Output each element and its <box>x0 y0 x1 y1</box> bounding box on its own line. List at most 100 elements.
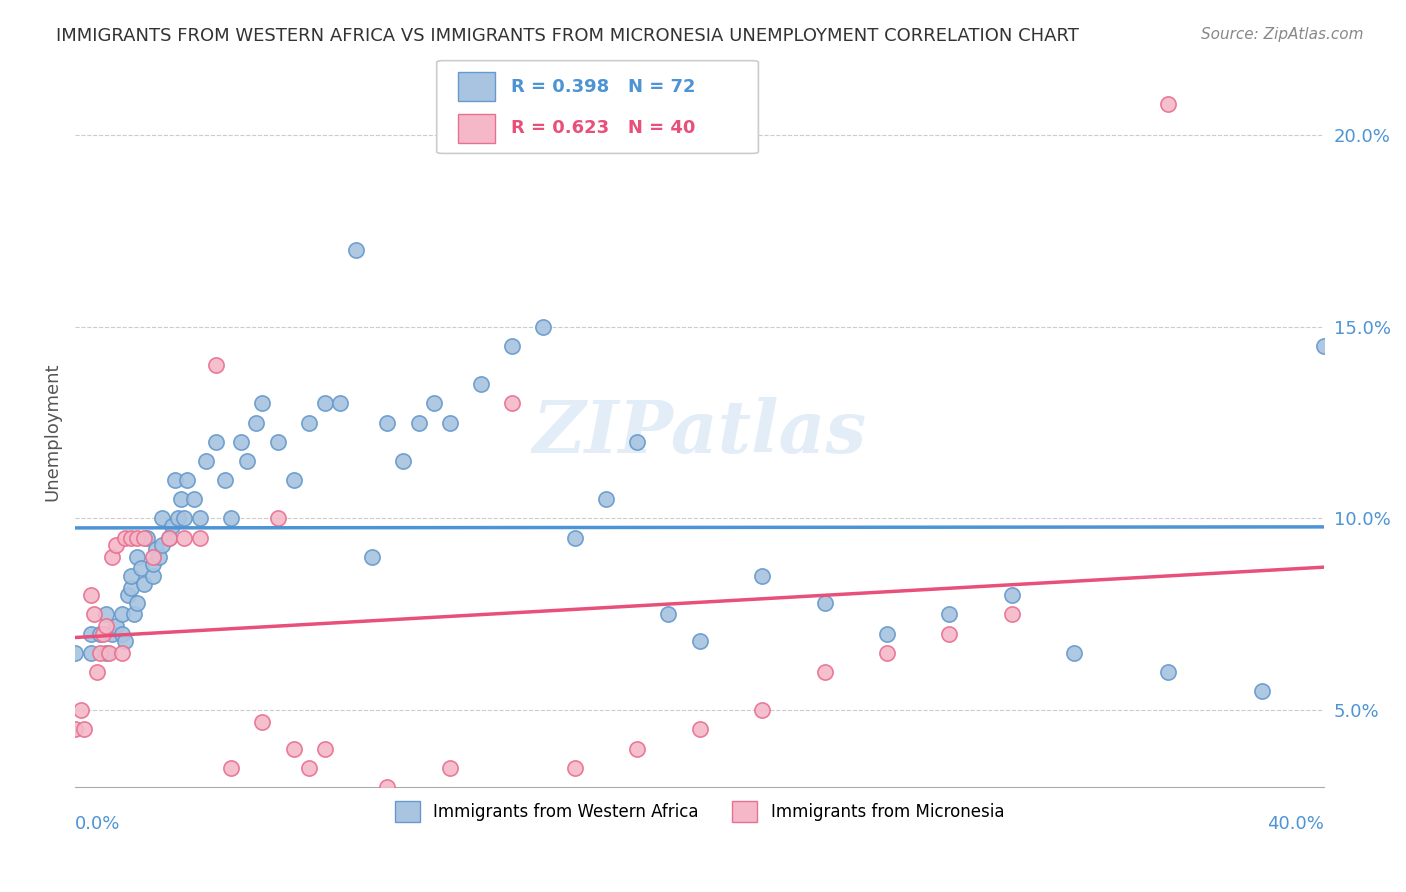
Point <box>132 576 155 591</box>
Point <box>83 607 105 622</box>
Point <box>298 416 321 430</box>
Point <box>1001 588 1024 602</box>
Point <box>63 646 86 660</box>
Point <box>114 634 136 648</box>
Point <box>470 377 492 392</box>
Point <box>127 596 149 610</box>
Point <box>252 714 274 729</box>
Point <box>98 646 121 660</box>
FancyBboxPatch shape <box>437 61 758 153</box>
Bar <box>458 72 495 101</box>
Point <box>751 703 773 717</box>
Text: Source: ZipAtlas.com: Source: ZipAtlas.com <box>1201 27 1364 42</box>
Point <box>114 531 136 545</box>
Point <box>375 416 398 430</box>
Point <box>145 542 167 557</box>
Point <box>360 549 382 564</box>
Point <box>501 396 523 410</box>
Point <box>689 634 711 648</box>
Point <box>392 454 415 468</box>
Point <box>167 511 190 525</box>
Point <box>564 761 586 775</box>
Point <box>148 549 170 564</box>
Text: IMMIGRANTS FROM WESTERN AFRICA VS IMMIGRANTS FROM MICRONESIA UNEMPLOYMENT CORREL: IMMIGRANTS FROM WESTERN AFRICA VS IMMIGR… <box>56 27 1080 45</box>
Point <box>1250 684 1272 698</box>
Point <box>938 607 960 622</box>
Point <box>564 531 586 545</box>
Point <box>314 396 336 410</box>
Point <box>111 646 134 660</box>
Point <box>152 538 174 552</box>
Point <box>813 665 835 679</box>
Point <box>96 607 118 622</box>
Point <box>1313 339 1336 353</box>
Text: R = 0.398   N = 72: R = 0.398 N = 72 <box>510 78 696 95</box>
Point <box>160 519 183 533</box>
Point <box>876 626 898 640</box>
Point <box>298 761 321 775</box>
Point <box>157 531 180 545</box>
Text: ZIPatlas: ZIPatlas <box>533 397 866 467</box>
Point <box>214 473 236 487</box>
Point <box>751 569 773 583</box>
Point <box>135 531 157 545</box>
Point <box>219 511 242 525</box>
Point <box>127 531 149 545</box>
Point <box>267 511 290 525</box>
Point <box>252 396 274 410</box>
Point <box>120 581 142 595</box>
Legend: Immigrants from Western Africa, Immigrants from Micronesia: Immigrants from Western Africa, Immigran… <box>388 795 1011 829</box>
Point <box>142 549 165 564</box>
Point <box>314 741 336 756</box>
Point <box>70 703 93 717</box>
Point <box>533 319 555 334</box>
Point <box>1157 665 1180 679</box>
Point <box>120 569 142 583</box>
Point <box>439 416 461 430</box>
Point <box>101 626 124 640</box>
Point <box>626 741 648 756</box>
Point <box>79 646 101 660</box>
Point <box>236 454 259 468</box>
Point <box>73 723 96 737</box>
Point <box>344 243 367 257</box>
Text: 0.0%: 0.0% <box>75 815 121 833</box>
Point <box>219 761 242 775</box>
Point <box>188 531 211 545</box>
Point <box>104 619 127 633</box>
Point <box>689 723 711 737</box>
Point <box>173 531 195 545</box>
Point <box>124 607 146 622</box>
Point <box>626 434 648 449</box>
Point <box>876 646 898 660</box>
Point <box>120 531 142 545</box>
Point <box>657 607 679 622</box>
Point <box>195 454 218 468</box>
Point <box>142 558 165 572</box>
Bar <box>458 114 495 143</box>
Point <box>129 561 152 575</box>
Point <box>245 416 267 430</box>
Point <box>439 761 461 775</box>
Point <box>63 723 86 737</box>
Point <box>204 434 226 449</box>
Point <box>111 607 134 622</box>
Point <box>89 646 111 660</box>
Point <box>595 492 617 507</box>
Point <box>163 473 186 487</box>
Point <box>91 626 114 640</box>
Point <box>79 588 101 602</box>
Point <box>127 549 149 564</box>
Point <box>329 396 352 410</box>
Text: 40.0%: 40.0% <box>1267 815 1324 833</box>
Point <box>176 473 198 487</box>
Point <box>170 492 193 507</box>
Y-axis label: Unemployment: Unemployment <box>44 363 60 501</box>
Point <box>157 531 180 545</box>
Point <box>173 511 195 525</box>
Point <box>408 416 430 430</box>
Point <box>183 492 205 507</box>
Point <box>375 780 398 794</box>
Point <box>188 511 211 525</box>
Point <box>152 511 174 525</box>
